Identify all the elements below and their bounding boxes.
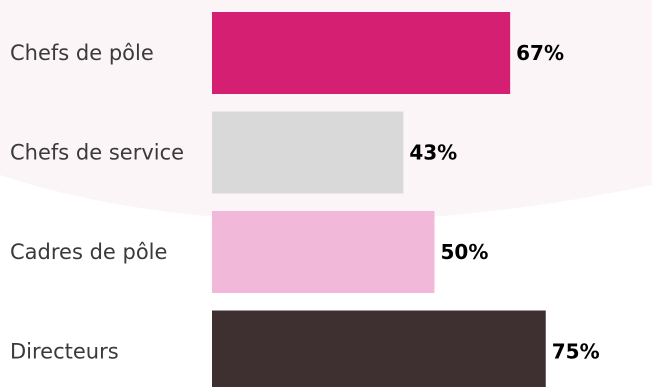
bar-0-rect: [212, 12, 511, 94]
bar-1-rect: [212, 111, 404, 194]
value-label: 43%: [409, 141, 457, 165]
bar-3-rect: [212, 310, 546, 387]
category-label: Directeurs: [10, 340, 119, 364]
value-label: 75%: [552, 340, 600, 364]
category-label: Cadres de pôle: [10, 240, 167, 264]
category-label: Chefs de service: [10, 141, 184, 165]
value-label: 67%: [516, 41, 564, 65]
value-label: 50%: [441, 240, 489, 264]
category-label: Chefs de pôle: [10, 41, 154, 65]
bar-2-rect: [212, 211, 435, 293]
